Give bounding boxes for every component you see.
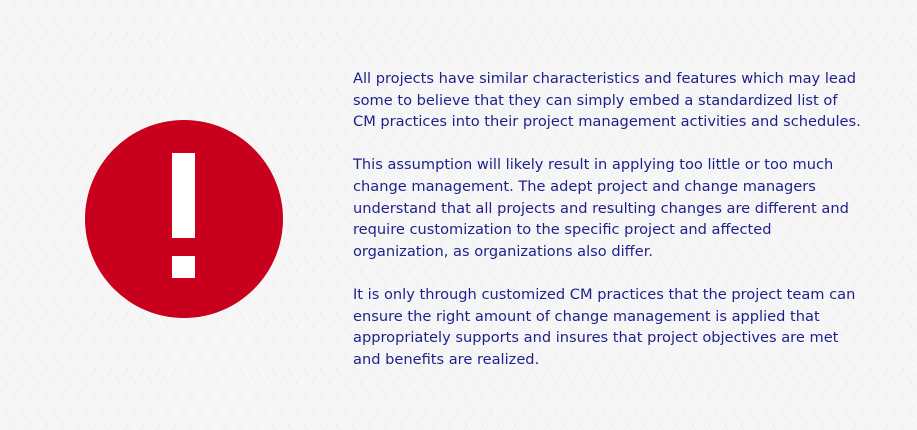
body-text: All projects have similar characteristic…	[353, 68, 863, 370]
paragraph-intro: All projects have similar characteristic…	[353, 70, 861, 131]
exclamation-bar	[172, 153, 195, 238]
exclamation-dot	[172, 256, 195, 278]
paragraph-assumption: This assumption will likely result in ap…	[353, 156, 849, 260]
exclamation-circle-icon	[85, 120, 283, 318]
paragraph-conclusion: It is only through customized CM practic…	[353, 285, 856, 368]
